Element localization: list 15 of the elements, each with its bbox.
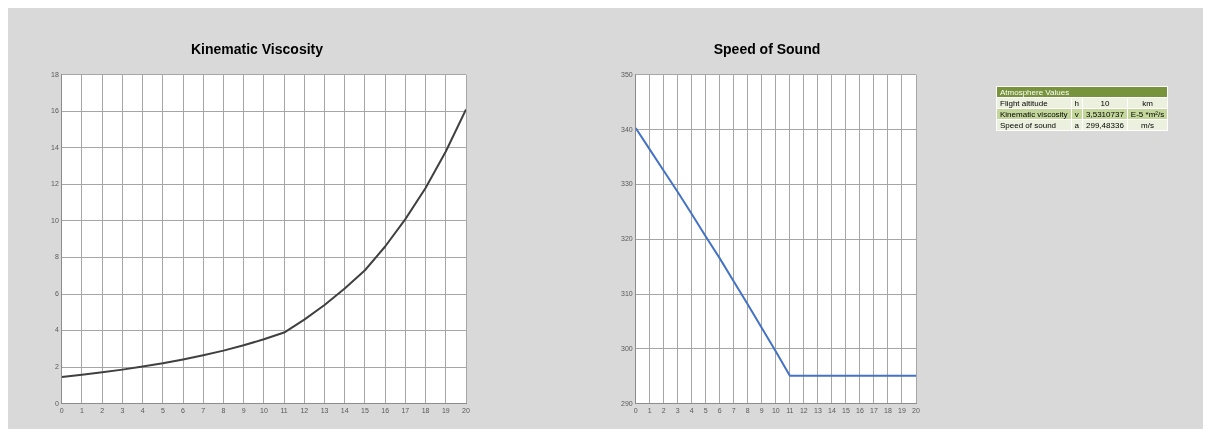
text: Atmosphere Values [996,86,1168,98]
text: 10 [1082,97,1128,109]
chart-title: Kinematic Viscosity [190,41,324,58]
text: 3,5310737 [1082,108,1128,120]
text: v [1071,108,1083,120]
text: km [1127,97,1168,109]
text: h [1071,97,1083,109]
text: a [1071,119,1083,131]
text: Flight altitude [996,97,1072,109]
text: Kinematic viscosity [996,108,1072,120]
chart-title: Speed of Sound [713,41,821,58]
text: 299,48336 [1082,119,1128,131]
text: Speed of sound [996,119,1072,131]
text: m/s [1127,119,1168,131]
text: E-5 *m²/s [1127,108,1168,120]
